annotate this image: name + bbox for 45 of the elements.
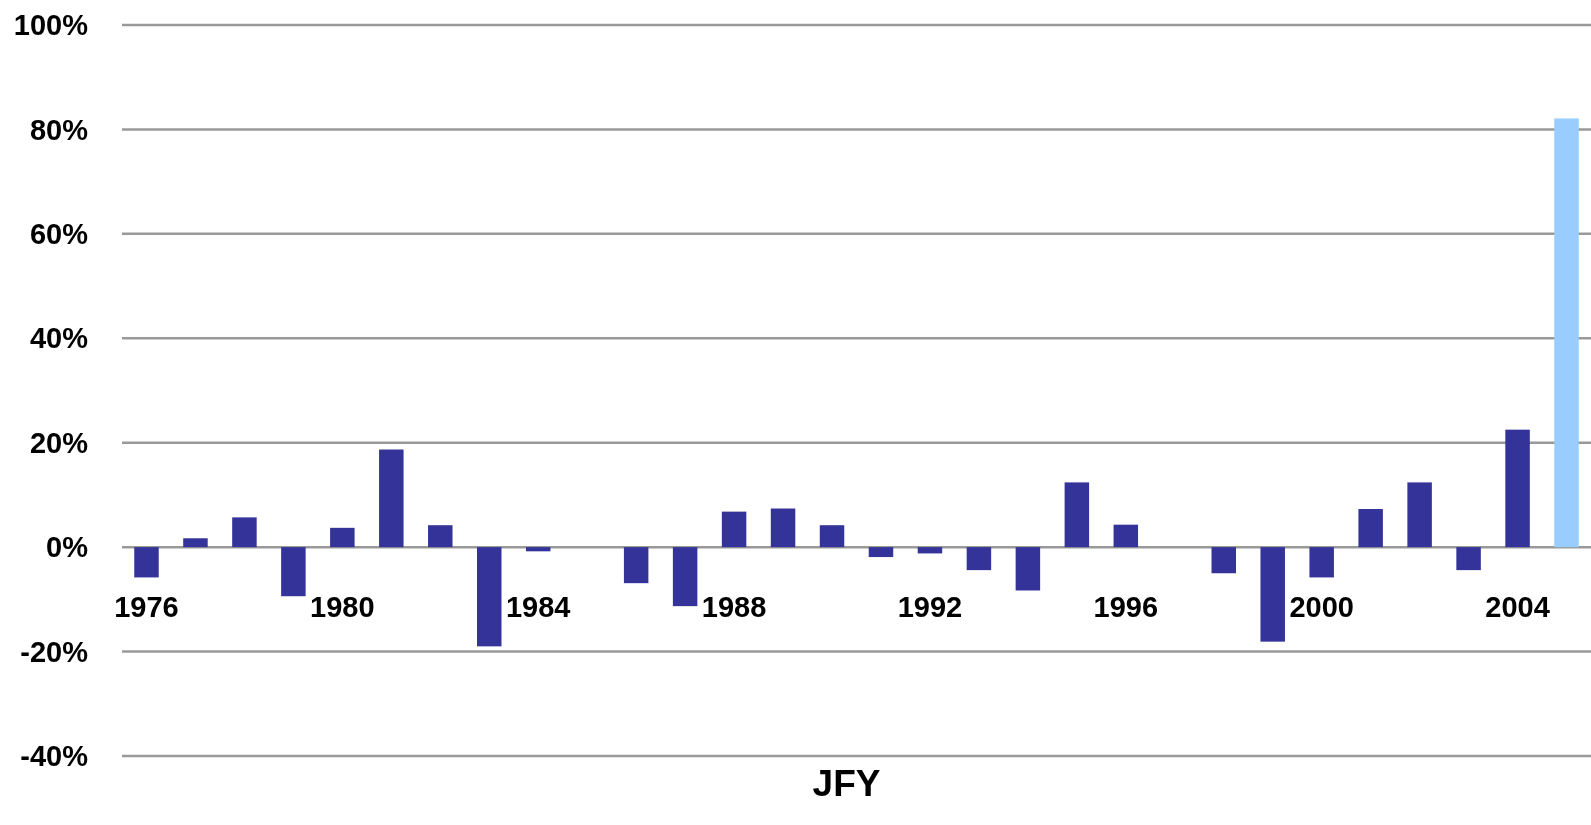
y-tick-label: 100% xyxy=(13,9,89,42)
bar xyxy=(1554,118,1579,548)
x-tick-label: 1988 xyxy=(701,591,767,624)
bar xyxy=(1358,509,1383,548)
bar xyxy=(183,538,208,548)
x-tick-label: 1984 xyxy=(505,591,571,624)
bar xyxy=(134,547,159,578)
bar xyxy=(281,547,306,597)
y-tick-label: 80% xyxy=(29,113,89,146)
bar xyxy=(721,511,747,548)
bar xyxy=(868,547,894,558)
y-tick-label: 0% xyxy=(46,531,89,564)
x-tick-label: 1992 xyxy=(897,591,963,624)
y-tick-label: 20% xyxy=(29,426,89,459)
bar xyxy=(1407,482,1432,548)
y-tick-label: 40% xyxy=(29,322,89,355)
bar xyxy=(1456,547,1481,571)
bar xyxy=(1260,547,1285,642)
x-tick-label: 2004 xyxy=(1485,591,1550,624)
bar xyxy=(477,547,502,647)
bar xyxy=(819,525,845,548)
bar xyxy=(917,547,943,554)
y-tick-label: -20% xyxy=(20,635,89,668)
x-axis-title: JFY xyxy=(812,763,881,804)
x-tick-label: 1976 xyxy=(114,591,179,624)
bar xyxy=(672,547,698,607)
bar xyxy=(1505,429,1530,548)
bar xyxy=(623,547,649,584)
y-tick-label: 60% xyxy=(29,218,89,251)
bar xyxy=(966,547,992,571)
x-tick-label: 1996 xyxy=(1093,591,1159,624)
bar xyxy=(1211,547,1236,574)
bar xyxy=(1015,547,1041,591)
bar xyxy=(379,449,404,548)
bar xyxy=(330,527,355,548)
bar xyxy=(428,525,453,548)
bar xyxy=(525,547,551,552)
x-tick-label: 2000 xyxy=(1289,591,1354,624)
bar xyxy=(1064,482,1090,548)
x-tick-label: 1980 xyxy=(310,591,375,624)
bar xyxy=(1309,547,1334,578)
bar xyxy=(770,508,796,548)
y-tick-label: -40% xyxy=(20,740,89,773)
bar xyxy=(1113,524,1139,548)
bar xyxy=(232,517,257,548)
